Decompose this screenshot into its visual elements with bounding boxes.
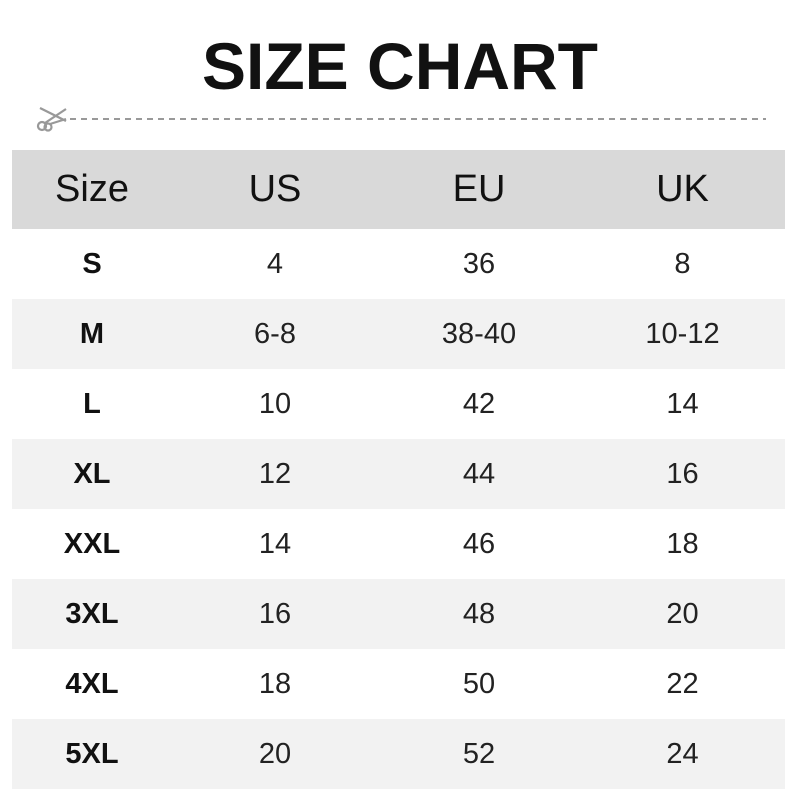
table-cell: 4: [266, 247, 284, 280]
table-cell: 10: [258, 387, 292, 420]
size-table: Size US EU UK S 4 36 8 M 6-8 38-40 10-12 L 10 42 14…: [12, 150, 785, 789]
table-row: 5XL 20 52 24: [12, 719, 785, 789]
table-cell: 10-12: [645, 317, 720, 350]
table-row: 3XL 16 48 20: [12, 579, 785, 649]
table-row: XXL 14 46 18: [12, 509, 785, 579]
table-cell: 42: [462, 387, 496, 420]
table-cell: 16: [666, 457, 699, 490]
column-header: UK: [656, 168, 709, 210]
table-cell: 18: [666, 527, 699, 560]
column-header: EU: [452, 168, 506, 210]
cut-line: [36, 107, 766, 132]
table-row: M 6-8 38-40 10-12: [12, 299, 785, 369]
table-cell: 18: [258, 667, 292, 700]
table-cell: 44: [462, 457, 496, 490]
table-row: L 10 42 14: [12, 369, 785, 439]
table-cell: 20: [258, 737, 292, 770]
table-cell: 6-8: [254, 317, 296, 350]
size-label: 3XL: [65, 597, 119, 630]
size-label: M: [79, 317, 105, 350]
table-cell: 14: [258, 527, 292, 560]
column-header: Size: [55, 168, 129, 210]
size-label: 4XL: [65, 667, 119, 700]
table-cell: 52: [462, 737, 496, 770]
table-row: S 4 36 8: [12, 229, 785, 299]
size-label: 5XL: [65, 737, 119, 770]
table-cell: 48: [462, 597, 496, 630]
scissors-icon: [36, 107, 67, 132]
table-row: 4XL 18 50 22: [12, 649, 785, 719]
page-title: SIZE CHART: [202, 29, 598, 103]
table-cell: 36: [462, 247, 496, 280]
column-header: US: [248, 168, 302, 210]
table-cell: 20: [666, 597, 699, 630]
table-cell: 22: [666, 667, 699, 700]
table-row: XL 12 44 16: [12, 439, 785, 509]
table-cell: 38-40: [441, 317, 517, 350]
size-label: XL: [73, 457, 111, 490]
table-cell: 14: [666, 387, 699, 420]
table-cell: 16: [258, 597, 292, 630]
table-cell: 8: [674, 247, 691, 280]
table-cell: 12: [258, 457, 292, 490]
table-cell: 24: [666, 737, 699, 770]
size-label: XXL: [63, 527, 121, 560]
table-header: Size US EU UK: [12, 150, 785, 229]
table-cell: 46: [462, 527, 496, 560]
size-label: L: [83, 387, 101, 420]
size-label: S: [82, 247, 102, 280]
table-cell: 50: [462, 667, 496, 700]
